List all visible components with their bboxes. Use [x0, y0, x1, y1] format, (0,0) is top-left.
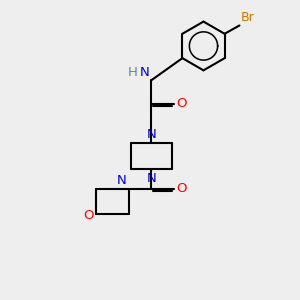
Text: N: N	[147, 172, 156, 185]
Text: Br: Br	[241, 11, 255, 24]
Text: O: O	[83, 209, 94, 222]
Text: O: O	[176, 98, 187, 110]
Text: N: N	[117, 174, 127, 187]
Text: O: O	[176, 182, 187, 195]
Text: N: N	[140, 66, 149, 79]
Text: H: H	[128, 66, 138, 79]
Text: N: N	[147, 128, 156, 141]
